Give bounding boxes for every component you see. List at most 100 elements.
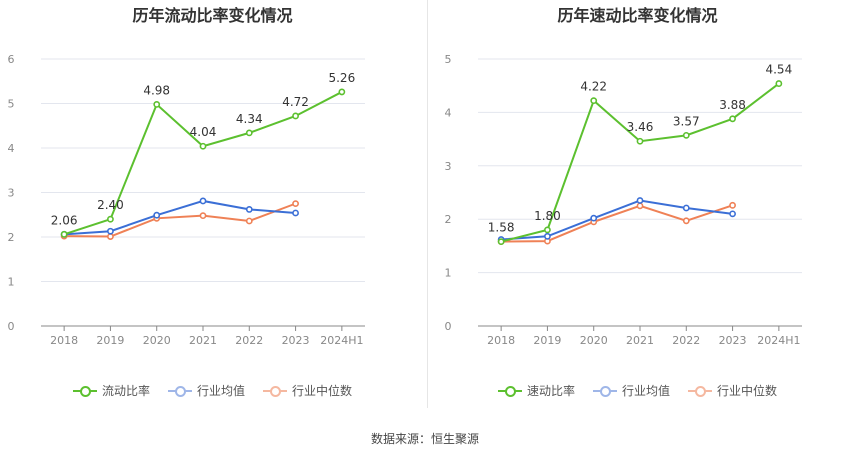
- main-series-point: [60, 230, 68, 238]
- legend-item-main[interactable]: 速动比率: [497, 382, 575, 399]
- data-label: 4.34: [236, 112, 263, 126]
- legend-label: 速动比率: [526, 384, 575, 398]
- y-tick-label: 0: [445, 320, 452, 333]
- average-series-line: [501, 199, 733, 241]
- y-tick-label: 3: [445, 160, 452, 173]
- chart-title: 历年流动比率变化情况: [132, 6, 293, 25]
- data-label: 4.04: [190, 125, 217, 139]
- data-label: 4.54: [765, 63, 792, 77]
- median-series-line: [64, 202, 296, 238]
- main-series-point: [775, 80, 783, 87]
- median-series-point: [199, 212, 207, 220]
- data-label: 3.88: [719, 98, 746, 112]
- average-series-point: [245, 206, 253, 213]
- legend-label: 行业均值: [196, 384, 245, 398]
- y-tick-label: 2: [445, 213, 452, 226]
- y-tick-label: 4: [8, 142, 15, 155]
- current-ratio-chart: 历年流动比率变化情况 0 1 2 3 4 5 6 2018 2019 2020 2021 2022 20…: [0, 0, 425, 420]
- data-label: 3.57: [673, 114, 700, 128]
- y-tick-label: 4: [445, 106, 452, 119]
- median-series-line: [501, 204, 733, 243]
- data-label: 2.40: [97, 198, 124, 212]
- main-series-point: [636, 137, 644, 145]
- x-tick-label: 2018: [487, 334, 515, 347]
- legend-item-average[interactable]: 行业均值: [167, 382, 245, 399]
- average-series-point: [544, 232, 551, 240]
- average-series-point: [682, 204, 690, 212]
- y-tick-label: 5: [8, 98, 15, 111]
- chart-divider: [427, 0, 428, 408]
- legend-line-icon: [688, 385, 712, 397]
- median-series-point: [636, 202, 644, 210]
- average-series-point: [153, 211, 161, 219]
- average-series-point: [292, 209, 299, 217]
- main-series-point: [107, 215, 114, 223]
- median-series-point: [729, 201, 736, 209]
- legend-label: 行业均值: [621, 384, 670, 398]
- quick-ratio-chart: 历年速动比率变化情况 0 1 2 3 4 5 2018 2019 2020 2021 2022 202…: [425, 0, 850, 420]
- legend-label: 流动比率: [101, 384, 150, 398]
- data-label: 3.46: [627, 120, 654, 134]
- main-series-point: [338, 88, 346, 96]
- x-tick-label: 2020: [143, 334, 171, 347]
- legend-label: 行业中位数: [717, 384, 778, 398]
- median-series-point: [682, 217, 690, 225]
- data-label: 4.98: [143, 83, 170, 97]
- x-tick-label: 2019: [533, 334, 561, 347]
- legend-item-main[interactable]: 流动比率: [72, 382, 150, 399]
- y-tick-label: 0: [8, 320, 15, 333]
- y-tick-label: 5: [445, 53, 452, 66]
- average-series-line: [64, 199, 296, 236]
- main-series-point: [497, 238, 505, 246]
- legend-line-icon: [592, 385, 617, 397]
- data-label: 5.26: [328, 71, 355, 85]
- y-tick-label: 2: [8, 231, 15, 244]
- chart-legend: 速动比率 行业均值 行业中位数: [425, 382, 850, 399]
- legend-line-icon: [497, 385, 522, 397]
- legend-item-median[interactable]: 行业中位数: [263, 382, 352, 399]
- data-label: 1.58: [488, 221, 515, 235]
- average-series-point: [729, 210, 736, 218]
- average-series-point: [636, 197, 644, 204]
- main-series-point: [292, 112, 299, 120]
- legend-line-icon: [72, 385, 97, 397]
- y-tick-label: 1: [445, 267, 452, 280]
- y-tick-label: 6: [8, 53, 15, 66]
- median-series-point: [107, 233, 114, 240]
- y-tick-label: 3: [8, 187, 15, 200]
- x-tick-label: 2023: [719, 334, 747, 347]
- quick-ratio-plot: 0 1 2 3 4 5 2018 2019 2020 2021 2022 2023 2024H1 1.58…: [445, 53, 802, 347]
- x-tick-label: 2024H1: [757, 334, 800, 347]
- data-label: 4.22: [580, 80, 607, 94]
- legend-line-icon: [167, 385, 192, 397]
- x-tick-label: 2024H1: [320, 334, 363, 347]
- x-tick-label: 2019: [96, 334, 124, 347]
- median-series-point: [292, 200, 299, 208]
- legend-line-icon: [263, 385, 287, 397]
- main-series-point: [153, 100, 161, 108]
- x-tick-label: 2022: [672, 334, 700, 347]
- main-series-point: [590, 97, 598, 105]
- legend-item-median[interactable]: 行业中位数: [688, 382, 777, 399]
- data-source-note: 数据来源：恒生聚源: [370, 432, 479, 446]
- average-series-point: [590, 214, 598, 222]
- x-tick-label: 2018: [50, 334, 78, 347]
- x-tick-label: 2022: [235, 334, 263, 347]
- x-tick-label: 2021: [626, 334, 654, 347]
- x-tick-label: 2020: [580, 334, 608, 347]
- y-tick-label: 1: [8, 276, 15, 289]
- main-series-point: [544, 226, 551, 234]
- legend-item-average[interactable]: 行业均值: [592, 382, 670, 399]
- average-series-point: [107, 227, 114, 235]
- main-series-point: [682, 131, 690, 139]
- main-series-point: [245, 129, 253, 137]
- chart-legend: 流动比率 行业均值 行业中位数: [0, 382, 425, 399]
- legend-label: 行业中位数: [292, 384, 353, 398]
- chart-title: 历年速动比率变化情况: [557, 6, 718, 25]
- data-label: 4.72: [282, 95, 309, 109]
- data-label: 2.06: [51, 213, 78, 227]
- main-series-point: [199, 142, 207, 150]
- average-series-point: [199, 197, 207, 205]
- median-series-point: [245, 217, 253, 225]
- current-ratio-plot: 0 1 2 3 4 5 6 2018 2019 2020 2021 2022 2023 2024H1 2.0…: [8, 53, 365, 347]
